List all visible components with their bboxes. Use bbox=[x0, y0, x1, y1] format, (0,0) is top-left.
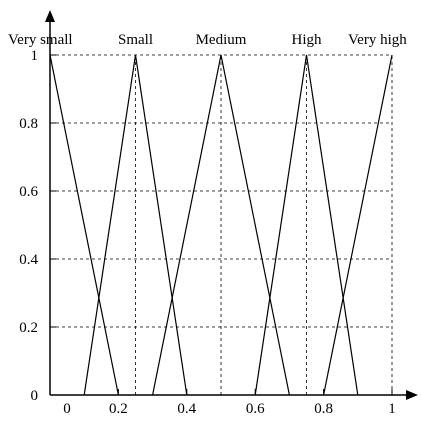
y-tick-label-5: 1 bbox=[31, 48, 39, 64]
x-axis-arrow bbox=[406, 390, 418, 400]
tick-labels: 0 0.2 0.4 0.6 0.8 1 0 0.2 0.4 0.6 0.8 1 bbox=[19, 48, 396, 417]
series-line-1 bbox=[83, 54, 188, 396]
y-tick-label-1: 0.2 bbox=[19, 320, 38, 336]
series-line-3 bbox=[254, 54, 359, 396]
series-line-2 bbox=[152, 54, 290, 396]
series-label-1: Small bbox=[118, 32, 153, 48]
y-tick-label-0: 0 bbox=[31, 388, 39, 404]
y-tick-label-2: 0.4 bbox=[19, 252, 38, 268]
x-tick-label-3: 0.6 bbox=[246, 401, 265, 417]
axes bbox=[45, 10, 418, 400]
x-tick-label-0: 0 bbox=[63, 401, 71, 417]
series-label-2: Medium bbox=[196, 32, 247, 48]
grid bbox=[50, 54, 393, 395]
series-line-0 bbox=[49, 54, 119, 396]
x-tick-label-1: 0.2 bbox=[109, 401, 128, 417]
series-label-0: Very small bbox=[8, 32, 73, 48]
x-tick-label-2: 0.4 bbox=[177, 401, 196, 417]
y-tick-label-3: 0.6 bbox=[19, 184, 38, 200]
series-labels: Very small Small Medium High Very high bbox=[8, 32, 407, 48]
series-lines bbox=[49, 54, 393, 396]
x-tick-label-5: 1 bbox=[388, 401, 396, 417]
series-label-3: High bbox=[292, 32, 323, 48]
y-axis-arrow bbox=[45, 10, 55, 22]
x-tick-label-4: 0.8 bbox=[314, 401, 333, 417]
series-line-4 bbox=[323, 54, 393, 396]
y-tick-label-4: 0.8 bbox=[19, 116, 38, 132]
series-label-4: Very high bbox=[348, 32, 407, 48]
